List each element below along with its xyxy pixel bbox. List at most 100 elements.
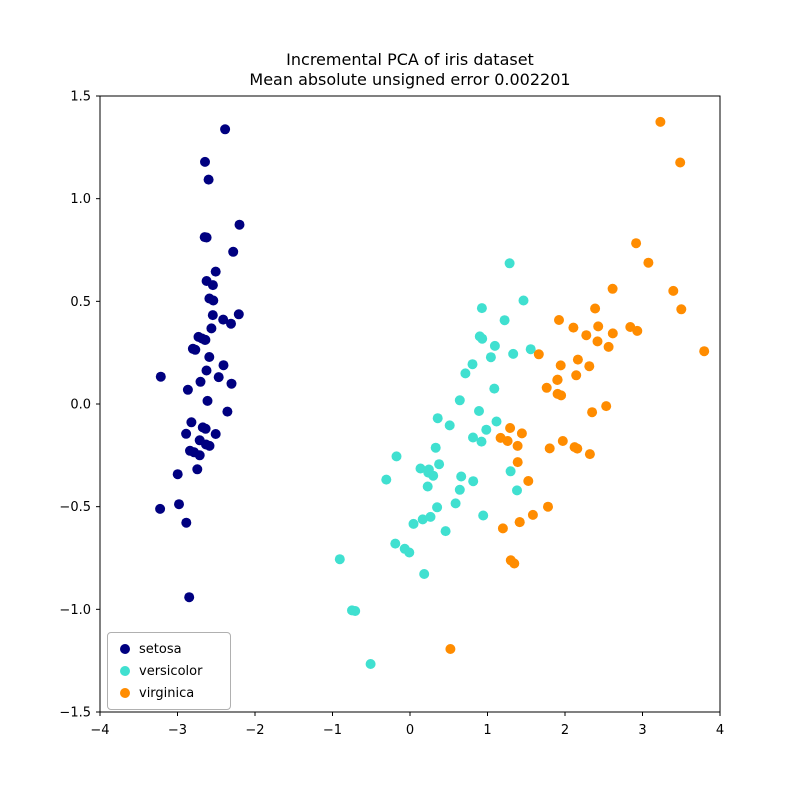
data-point-setosa <box>233 309 244 320</box>
data-point-setosa <box>220 124 231 135</box>
data-point-versicolor <box>504 258 515 269</box>
data-point-setosa <box>204 440 215 451</box>
data-point-setosa <box>210 429 221 439</box>
data-point-versicolor <box>481 424 492 435</box>
data-point-versicolor <box>450 498 461 509</box>
legend-label-virginica: virginica <box>139 685 195 701</box>
data-point-virginica <box>512 457 523 468</box>
x-tick-label: −1 <box>323 723 342 738</box>
data-point-virginica <box>514 517 525 528</box>
axes-frame <box>99 95 721 713</box>
data-point-setosa <box>226 318 236 329</box>
data-point-virginica <box>555 360 566 371</box>
data-point-setosa <box>201 365 212 376</box>
data-point-versicolor <box>444 420 455 431</box>
data-point-setosa <box>181 517 192 528</box>
data-point-virginica <box>603 341 614 352</box>
data-point-virginica <box>699 346 710 357</box>
data-point-versicolor <box>440 526 451 537</box>
data-point-virginica <box>625 322 636 332</box>
data-point-versicolor <box>508 348 519 359</box>
data-point-versicolor <box>417 514 428 525</box>
data-point-virginica <box>584 449 595 460</box>
data-point-virginica <box>512 440 523 451</box>
data-point-versicolor <box>430 442 441 453</box>
data-point-virginica <box>668 285 679 296</box>
data-point-virginica <box>607 328 618 339</box>
data-point-setosa <box>190 344 201 355</box>
data-point-setosa <box>218 360 229 371</box>
data-point-versicolor <box>415 463 426 474</box>
legend-label-setosa: setosa <box>139 641 182 657</box>
data-point-setosa <box>155 371 166 382</box>
data-point-virginica <box>572 354 583 365</box>
data-point-versicolor <box>432 502 443 513</box>
data-point-virginica <box>533 349 544 360</box>
data-point-setosa <box>174 499 184 510</box>
data-point-setosa <box>172 469 183 480</box>
data-point-setosa <box>203 174 214 185</box>
x-axis-ticks: −4 −3 −2 −1 0 1 2 3 4 <box>90 712 724 738</box>
data-point-virginica <box>572 443 583 454</box>
data-point-setosa <box>222 406 233 417</box>
data-point-virginica <box>631 238 642 249</box>
data-point-setosa <box>210 266 221 277</box>
y-axis-ticks: −1.5 −1.0 −0.5 0.0 0.5 1.0 1.5 <box>59 90 100 721</box>
data-point-virginica <box>655 116 666 127</box>
data-point-setosa <box>184 592 195 603</box>
legend-item-virginica: virginica <box>117 684 221 702</box>
data-point-versicolor <box>467 359 478 370</box>
y-tick-label: 1.5 <box>70 90 91 105</box>
data-point-virginica <box>541 382 552 393</box>
data-point-virginica <box>607 283 618 294</box>
data-point-setosa <box>204 352 215 362</box>
y-tick-label: 0.5 <box>70 295 91 310</box>
data-point-versicolor <box>525 344 536 355</box>
data-point-versicolor <box>489 340 500 351</box>
data-point-virginica <box>505 555 516 566</box>
data-point-versicolor <box>518 295 529 306</box>
data-point-virginica <box>543 501 553 512</box>
data-point-versicolor <box>390 538 401 549</box>
legend-marker-versicolor <box>120 666 130 676</box>
x-tick-label: 0 <box>406 723 414 738</box>
data-point-setosa <box>186 417 197 428</box>
data-point-versicolor <box>468 432 478 443</box>
data-point-versicolor <box>334 554 345 565</box>
data-point-setosa <box>208 295 219 306</box>
data-point-versicolor <box>460 368 471 379</box>
data-point-setosa <box>182 384 193 395</box>
data-point-setosa <box>206 323 217 334</box>
data-point-versicolor <box>476 436 487 447</box>
data-point-setosa <box>213 372 224 383</box>
data-point-versicolor <box>485 352 496 363</box>
data-point-virginica <box>571 370 582 381</box>
data-point-versicolor <box>365 659 376 669</box>
data-point-versicolor <box>425 511 436 522</box>
data-point-virginica <box>581 330 592 341</box>
data-point-versicolor <box>505 466 516 477</box>
chart-title-line2: Mean absolute unsigned error 0.002201 <box>249 70 571 89</box>
data-point-versicolor <box>422 481 433 492</box>
data-point-setosa <box>199 232 210 243</box>
y-tick-label: 0.0 <box>70 398 91 413</box>
data-point-versicolor <box>419 569 430 579</box>
data-point-versicolor <box>454 395 465 406</box>
data-point-setosa <box>155 503 166 514</box>
chart-title-line1: Incremental PCA of iris dataset <box>286 50 534 69</box>
data-point-virginica <box>523 476 534 486</box>
data-point-versicolor <box>476 303 487 314</box>
y-tick-label: −1.0 <box>59 603 91 618</box>
data-point-versicolor <box>399 543 410 554</box>
data-point-virginica <box>592 336 603 347</box>
data-point-virginica <box>495 432 506 443</box>
data-point-virginica <box>505 423 516 433</box>
y-tick-label: −1.5 <box>59 706 91 721</box>
data-point-setosa <box>226 378 237 389</box>
data-point-versicolor <box>381 474 392 485</box>
data-point-virginica <box>568 322 579 333</box>
x-tick-label: 3 <box>638 723 646 738</box>
data-point-versicolor <box>350 606 361 616</box>
data-point-versicolor <box>512 485 522 496</box>
